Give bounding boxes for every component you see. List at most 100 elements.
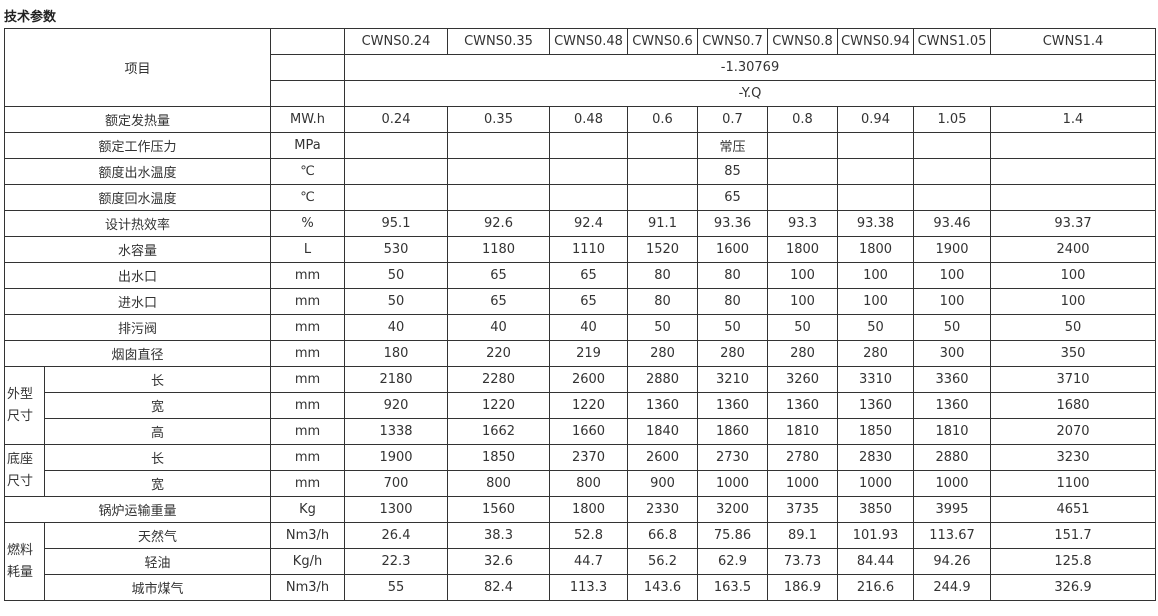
model-header: CWNS0.6 [627, 28, 698, 55]
row-unit: mm [270, 314, 345, 341]
value-cell: 1840 [627, 418, 698, 445]
value-cell: 50 [344, 262, 448, 289]
row-unit: ℃ [270, 158, 345, 185]
value-cell: 0.7 [697, 106, 768, 133]
value-cell: 26.4 [344, 522, 448, 549]
value-cell [913, 158, 991, 185]
table-row: 外型尺寸长 mm 2180 2280 2600 2880 3210 3260 3310 3360 3… [4, 366, 1156, 445]
value-cell: 100 [990, 288, 1156, 315]
value-cell [447, 132, 550, 159]
value-cell: 2330 [627, 496, 698, 523]
value-cell: 2600 [627, 444, 698, 471]
row-label: 进水口 [4, 288, 271, 315]
value-cell: 1900 [913, 236, 991, 263]
value-cell [344, 132, 448, 159]
value-cell: 50 [697, 314, 768, 341]
value-cell: 3710 [990, 366, 1156, 393]
value-cell: 3850 [837, 496, 914, 523]
value-cell: 2730 [697, 444, 768, 471]
value-cell: 52.8 [549, 522, 628, 549]
value-cell [837, 158, 914, 185]
value-cell: 80 [697, 288, 768, 315]
row-unit: mm [270, 340, 345, 367]
row-label: 锅炉运输重量 [4, 496, 271, 523]
value-cell: 280 [627, 340, 698, 367]
model-header: CWNS0.48 [549, 28, 628, 55]
table-row: 额定工作压力 MPa 常压 [4, 132, 1156, 159]
value-cell [344, 158, 448, 185]
value-cell: 0.8 [767, 106, 838, 133]
value-cell: 84.44 [837, 548, 914, 575]
row-unit: mm [270, 444, 345, 471]
value-cell: 80 [697, 262, 768, 289]
value-cell: 1662 [447, 418, 550, 445]
value-cell [913, 132, 991, 159]
row-label: 宽 [44, 392, 271, 419]
table-row: 高 mm 1338 1662 1660 1840 1860 1810 1850 1810 2070 [5, 418, 1156, 445]
row-label: 额度出水温度 [4, 158, 271, 185]
value-cell: 1850 [447, 444, 550, 471]
value-cell: 2880 [913, 444, 991, 471]
table-row: 进水口 mm 50 65 65 80 80 100 100 100 100 [4, 288, 1156, 315]
value-cell: 3210 [697, 366, 768, 393]
value-cell: 89.1 [767, 522, 838, 549]
value-cell [447, 184, 550, 211]
value-cell: 180 [344, 340, 448, 367]
fuel-suffix: -Y.Q [344, 80, 1156, 107]
value-cell: 100 [837, 288, 914, 315]
row-unit: mm [270, 392, 345, 419]
value-cell: 50 [767, 314, 838, 341]
value-cell [344, 184, 448, 211]
value-cell: 65 [549, 288, 628, 315]
value-cell: 62.9 [697, 548, 768, 575]
value-cell: 2370 [549, 444, 628, 471]
model-header: CWNS0.94 [837, 28, 914, 55]
value-cell: 1850 [837, 418, 914, 445]
value-cell: 100 [990, 262, 1156, 289]
value-cell: 50 [837, 314, 914, 341]
value-cell: 1180 [447, 236, 550, 263]
value-cell [627, 158, 698, 185]
row-label: 天然气 [44, 522, 271, 549]
unit-header [270, 28, 345, 55]
value-cell: 38.3 [447, 522, 550, 549]
value-cell [447, 158, 550, 185]
value-cell: 1680 [990, 392, 1156, 419]
value-cell [767, 184, 838, 211]
row-unit: MPa [270, 132, 345, 159]
value-cell: 95.1 [344, 210, 448, 237]
value-cell [837, 132, 914, 159]
table-row: 设计热效率% 95.1 92.6 92.4 91.1 93.36 93.3 93.38 93.4… [4, 210, 1156, 237]
value-cell [990, 132, 1156, 159]
model-header: CWNS0.7 [697, 28, 768, 55]
row-label: 长 [44, 444, 271, 471]
value-cell: 2830 [837, 444, 914, 471]
value-cell: 1800 [549, 496, 628, 523]
value-cell: 0.48 [549, 106, 628, 133]
value-cell: 66.8 [627, 522, 698, 549]
value-cell: 50 [627, 314, 698, 341]
table-row: 燃料耗量 天然气 Nm3/h 26.4 38.3 52.8 66.8 75.86 89.1 101… [4, 522, 1156, 601]
value-cell: 1810 [913, 418, 991, 445]
value-cell: 113.3 [549, 574, 628, 601]
row-label: 额定发热量 [4, 106, 271, 133]
value-cell: 40 [447, 314, 550, 341]
value-cell: 1660 [549, 418, 628, 445]
value-cell: 100 [913, 262, 991, 289]
row-label: 水容量 [4, 236, 271, 263]
group-label: 燃料耗量 [4, 522, 45, 601]
value-cell: 326.9 [990, 574, 1156, 601]
value-cell: 93.38 [837, 210, 914, 237]
row-label: 额定工作压力 [4, 132, 271, 159]
value-cell: 32.6 [447, 548, 550, 575]
value-cell: 93.46 [913, 210, 991, 237]
row-label: 长 [44, 366, 271, 393]
header-row-models: 项目 CWNS0.24 CWNS0.35 CWNS0.48 CWNS0.6 CWNS0.… [4, 28, 1156, 107]
value-cell [767, 158, 838, 185]
value-cell: 1560 [447, 496, 550, 523]
value-cell: 350 [990, 340, 1156, 367]
row-label: 宽 [44, 470, 271, 497]
value-cell: 93.36 [697, 210, 768, 237]
value-cell: 1000 [837, 470, 914, 497]
value-cell: 100 [767, 288, 838, 315]
